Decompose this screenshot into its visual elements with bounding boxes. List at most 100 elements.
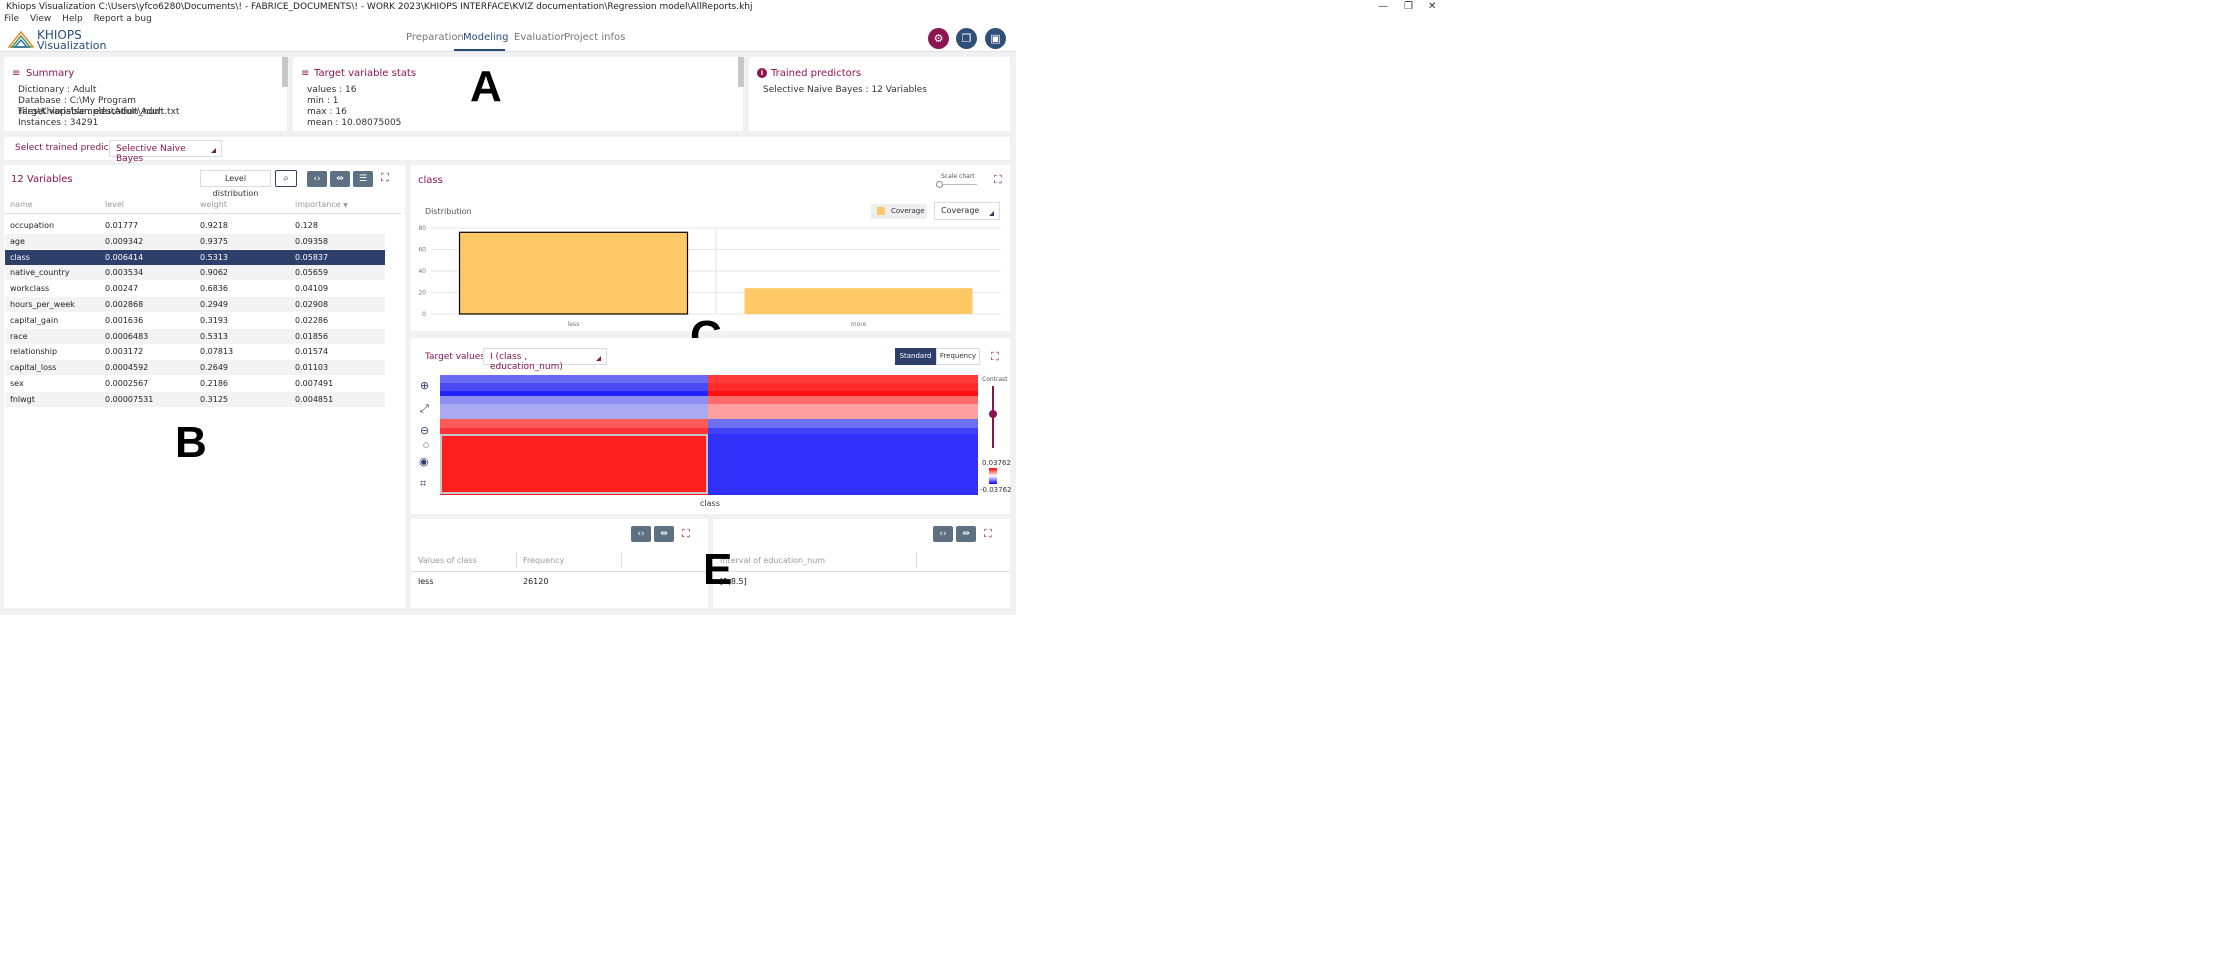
frequency-mode-button[interactable]: Frequency bbox=[936, 348, 980, 365]
coverage-legend[interactable]: Coverage bbox=[871, 204, 927, 219]
standard-mode-button[interactable]: Standard bbox=[895, 348, 936, 365]
table-cell: 0.09358 bbox=[295, 236, 329, 246]
maximize-button[interactable]: ❐ bbox=[1404, 1, 1413, 12]
matrix-cell[interactable] bbox=[440, 396, 708, 404]
stats-scrollbar[interactable] bbox=[738, 57, 744, 87]
class-value-cell[interactable]: less bbox=[418, 577, 434, 586]
table-row[interactable]: occupation 0.01777 0.9218 0.128 bbox=[5, 218, 385, 233]
fullscreen-icon: ⛶ bbox=[991, 350, 999, 363]
x-tick-label: less bbox=[568, 321, 580, 328]
matrix-cell[interactable] bbox=[708, 434, 978, 495]
table-row[interactable]: age 0.009342 0.9375 0.09358 bbox=[5, 233, 385, 249]
matrix-cell[interactable] bbox=[440, 383, 708, 391]
table-row[interactable]: fnlwgt 0.00007531 0.3125 0.004851 bbox=[5, 391, 385, 407]
search-button[interactable]: ⌕ bbox=[275, 170, 297, 187]
fullscreen-button[interactable]: ⛶ bbox=[994, 173, 1002, 187]
filter-button[interactable]: ☰ bbox=[353, 171, 373, 187]
column-header-level[interactable]: level bbox=[105, 200, 125, 209]
shrink-columns-button[interactable]: ⇹ bbox=[956, 526, 976, 542]
matrix-cell[interactable] bbox=[440, 404, 708, 419]
tab-evaluation[interactable]: Evaluation bbox=[514, 32, 567, 43]
matrix-cell[interactable] bbox=[708, 396, 978, 404]
class-frequency-cell[interactable]: 26120 bbox=[523, 577, 549, 586]
matrix-cell[interactable] bbox=[440, 391, 708, 396]
table-cell: relationship bbox=[10, 347, 58, 357]
scale-slider-thumb[interactable] bbox=[936, 181, 943, 188]
fullscreen-button[interactable]: ⛶ bbox=[991, 350, 999, 364]
table-row[interactable]: race 0.0006483 0.5313 0.01856 bbox=[5, 328, 385, 344]
tab-project-infos[interactable]: Project infos bbox=[564, 32, 626, 43]
zoom-in-icon[interactable]: ⊕ bbox=[420, 379, 430, 392]
matrix-cell[interactable] bbox=[708, 419, 978, 428]
tab-modeling[interactable]: Modeling bbox=[463, 32, 509, 43]
matrix-x-label: class bbox=[700, 499, 720, 508]
matrix-cell[interactable] bbox=[440, 419, 708, 428]
tab-preparation[interactable]: Preparation bbox=[406, 32, 464, 43]
importance-label: importance bbox=[295, 200, 341, 209]
target-values-select[interactable]: I (class , education_num) bbox=[483, 348, 607, 372]
matrix-cell[interactable] bbox=[708, 375, 978, 383]
coverage-select[interactable]: Coverage bbox=[934, 202, 1000, 220]
table-cell: 0.3193 bbox=[200, 315, 228, 325]
fit-screen-icon[interactable]: ⤢ bbox=[420, 402, 429, 415]
matrix-cell[interactable] bbox=[708, 383, 978, 391]
interval-value-cell[interactable]: [1;8.5] bbox=[720, 577, 747, 586]
target-values-label: Target values bbox=[425, 352, 485, 362]
dot-icon[interactable]: ○ bbox=[423, 441, 430, 449]
cooccurrence-matrix[interactable] bbox=[440, 375, 978, 495]
table-row[interactable]: native_country 0.003534 0.9062 0.05659 bbox=[5, 265, 385, 281]
level-distribution-button[interactable]: Level distribution bbox=[200, 170, 271, 198]
matrix-cell[interactable] bbox=[708, 404, 978, 419]
column-header-importance[interactable]: importance ▼ bbox=[295, 200, 348, 209]
matrix-cell[interactable] bbox=[708, 428, 978, 434]
column-header-name[interactable]: name bbox=[10, 200, 33, 209]
release-notes-button[interactable]: ❐ bbox=[956, 28, 977, 49]
menu-view[interactable]: View bbox=[29, 14, 52, 24]
bar[interactable] bbox=[744, 288, 973, 314]
shrink-columns-button[interactable]: ⇹ bbox=[654, 526, 674, 542]
screenshot-button[interactable]: ▣ bbox=[985, 28, 1006, 49]
table-cell: 0.0002567 bbox=[105, 379, 149, 388]
minimize-button[interactable]: — bbox=[1378, 1, 1388, 12]
table-row[interactable]: hours_per_week 0.002868 0.2949 0.02908 bbox=[5, 297, 385, 312]
matrix-cell[interactable] bbox=[440, 375, 708, 383]
expand-columns-button[interactable]: ‹› bbox=[933, 526, 953, 542]
matrix-cell[interactable] bbox=[708, 391, 978, 396]
fullscreen-icon: ⛶ bbox=[682, 527, 690, 540]
expand-columns-button[interactable]: ‹› bbox=[631, 526, 651, 542]
menu-bar: File View Help Report a bug bbox=[0, 13, 156, 25]
table-row[interactable]: capital_loss 0.0004592 0.2649 0.01103 bbox=[5, 360, 385, 376]
matrix-cell[interactable] bbox=[440, 428, 708, 434]
eye-off-icon[interactable]: ◉ bbox=[419, 455, 429, 468]
predictor-select[interactable]: Selective Naive Bayes bbox=[109, 140, 222, 164]
table-row[interactable]: relationship 0.003172 0.07813 0.01574 bbox=[5, 344, 385, 359]
column-header-interval[interactable]: Interval of education_num bbox=[720, 556, 826, 565]
table-row[interactable]: capital_gain 0.001636 0.3193 0.02286 bbox=[5, 313, 385, 328]
expand-columns-button[interactable]: ‹› bbox=[307, 171, 327, 187]
matrix-cell[interactable] bbox=[440, 434, 708, 495]
menu-report-bug[interactable]: Report a bug bbox=[93, 14, 152, 24]
menu-lines-icon: ≡ bbox=[301, 68, 310, 79]
close-button[interactable]: ✕ bbox=[1428, 1, 1437, 12]
zoom-out-icon[interactable]: ⊖ bbox=[420, 424, 430, 437]
bar[interactable] bbox=[458, 231, 689, 315]
fullscreen-button[interactable]: ⛶ bbox=[984, 527, 992, 541]
shrink-columns-button[interactable]: ⇹ bbox=[330, 171, 350, 187]
settings-button[interactable]: ⚙ bbox=[928, 28, 949, 49]
table-row[interactable]: class 0.006414 0.5313 0.05837 bbox=[5, 249, 385, 265]
menu-file[interactable]: File bbox=[4, 14, 20, 24]
column-header-values-of-class[interactable]: Values of class bbox=[418, 556, 477, 565]
menu-help[interactable]: Help bbox=[62, 14, 83, 24]
table-cell: 0.0004592 bbox=[105, 363, 149, 373]
contrast-slider-thumb[interactable] bbox=[989, 410, 997, 418]
column-header-frequency[interactable]: Frequency bbox=[523, 556, 565, 565]
scale-slider-track[interactable] bbox=[939, 184, 977, 185]
table-row[interactable]: workclass 0.00247 0.6836 0.04109 bbox=[5, 281, 385, 296]
crop-icon[interactable]: ⌗ bbox=[420, 477, 427, 490]
column-header-weight[interactable]: weight bbox=[200, 200, 227, 209]
fullscreen-button[interactable]: ⛶ bbox=[682, 527, 690, 541]
table-row[interactable]: sex 0.0002567 0.2186 0.007491 bbox=[5, 376, 385, 391]
table-cell: 0.5313 bbox=[200, 252, 228, 262]
fullscreen-button[interactable]: ⛶ bbox=[381, 171, 389, 185]
summary-scrollbar[interactable] bbox=[282, 57, 288, 87]
